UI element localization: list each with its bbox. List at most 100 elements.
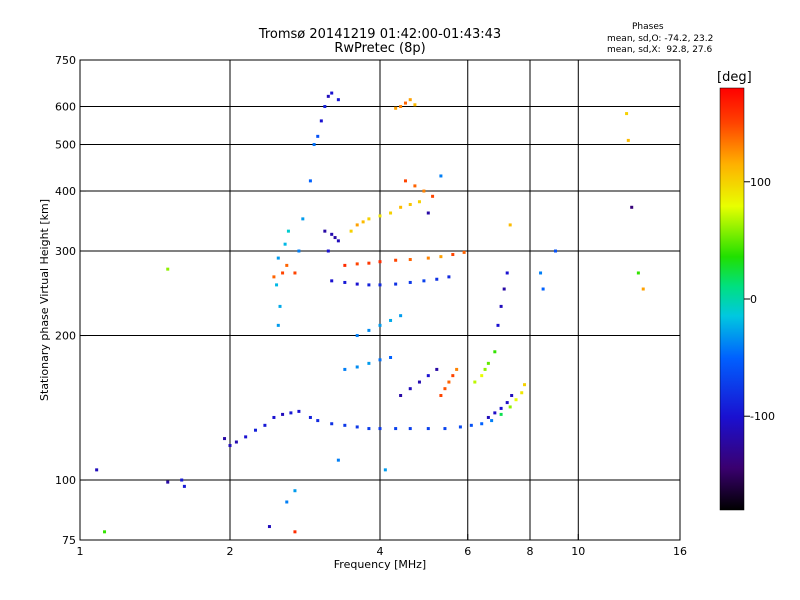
data-point bbox=[439, 394, 443, 398]
data-point bbox=[333, 236, 337, 240]
data-point bbox=[228, 444, 232, 448]
data-point bbox=[276, 323, 280, 327]
data-point bbox=[636, 271, 640, 275]
data-point bbox=[378, 214, 382, 218]
data-point bbox=[323, 105, 327, 109]
chart-subtitle: RwPretec (8p) bbox=[334, 41, 426, 56]
data-point bbox=[378, 283, 382, 287]
data-point bbox=[439, 174, 443, 178]
data-point bbox=[343, 423, 347, 427]
data-point bbox=[462, 250, 466, 254]
data-point bbox=[422, 279, 426, 283]
data-point bbox=[308, 179, 312, 183]
data-point bbox=[281, 271, 285, 275]
data-point bbox=[323, 229, 327, 233]
data-point bbox=[278, 304, 282, 308]
data-point bbox=[383, 468, 387, 472]
data-point bbox=[426, 427, 430, 431]
data-point bbox=[95, 468, 99, 472]
data-point bbox=[293, 271, 297, 275]
data-point bbox=[343, 280, 347, 284]
x-axis-ticks: 1 2 4 6 8 10 16 bbox=[77, 534, 687, 558]
data-point bbox=[480, 422, 484, 426]
y-tick-label: 750 bbox=[55, 54, 76, 67]
data-point bbox=[312, 143, 316, 147]
data-point bbox=[394, 427, 398, 431]
x-tick-label: 16 bbox=[673, 545, 687, 558]
stats-heading: Phases bbox=[632, 22, 664, 32]
data-point bbox=[336, 98, 340, 102]
data-point bbox=[458, 425, 462, 429]
stats-o-mode: mean, sd,O: -74.2, 23.2 bbox=[607, 34, 714, 44]
data-point bbox=[435, 367, 439, 371]
y-tick-label: 200 bbox=[55, 330, 76, 343]
data-point bbox=[394, 282, 398, 286]
data-points bbox=[95, 91, 645, 534]
data-point bbox=[367, 361, 371, 365]
data-point bbox=[285, 500, 289, 504]
data-point bbox=[308, 415, 312, 419]
data-point bbox=[389, 318, 393, 322]
data-point bbox=[343, 263, 347, 267]
data-point bbox=[378, 260, 382, 264]
data-point bbox=[355, 334, 359, 338]
data-point bbox=[443, 427, 447, 431]
data-point bbox=[285, 263, 289, 267]
data-point bbox=[244, 435, 248, 439]
data-point bbox=[443, 387, 447, 391]
data-point bbox=[330, 422, 334, 426]
y-axis-ticks: 75 100 200 300 400 500 600 750 bbox=[55, 54, 86, 547]
data-point bbox=[439, 255, 443, 259]
data-point bbox=[355, 282, 359, 286]
gridlines bbox=[80, 60, 680, 540]
data-point bbox=[275, 283, 279, 287]
data-point bbox=[336, 239, 340, 243]
colorbar-ticks: 100 0 -100 bbox=[744, 176, 775, 423]
chart-title: Tromsø 20141219 01:42:00-01:43:43 bbox=[258, 27, 502, 42]
data-point bbox=[378, 323, 382, 327]
data-point bbox=[469, 423, 473, 427]
data-point bbox=[355, 223, 359, 227]
y-tick-label: 75 bbox=[62, 534, 76, 547]
data-point bbox=[499, 304, 503, 308]
data-point bbox=[539, 271, 543, 275]
data-point bbox=[289, 411, 293, 415]
y-axis-label: Stationary phase Virtual Height [km] bbox=[38, 199, 51, 401]
data-point bbox=[253, 428, 257, 432]
data-point bbox=[486, 415, 490, 419]
data-point bbox=[413, 184, 417, 188]
x-tick-label: 6 bbox=[464, 545, 471, 558]
data-point bbox=[447, 275, 451, 279]
data-point bbox=[626, 138, 630, 142]
data-point bbox=[496, 323, 500, 327]
data-point bbox=[508, 223, 512, 227]
data-point bbox=[166, 480, 170, 484]
data-point bbox=[451, 374, 455, 378]
data-point bbox=[263, 423, 267, 427]
data-point bbox=[505, 401, 509, 405]
x-tick-label: 1 bbox=[77, 545, 84, 558]
data-point bbox=[367, 217, 371, 221]
data-point bbox=[399, 394, 403, 398]
data-point bbox=[493, 411, 497, 415]
data-point bbox=[403, 101, 407, 105]
data-point bbox=[316, 419, 320, 423]
data-point bbox=[514, 398, 518, 402]
colorbar bbox=[719, 87, 745, 511]
data-point bbox=[486, 361, 490, 365]
x-tick-label: 2 bbox=[227, 545, 234, 558]
data-point bbox=[234, 440, 238, 444]
data-point bbox=[330, 91, 334, 95]
data-point bbox=[281, 412, 285, 416]
y-tick-label: 600 bbox=[55, 101, 76, 114]
data-point bbox=[483, 367, 487, 371]
x-tick-label: 8 bbox=[527, 545, 534, 558]
data-point bbox=[473, 380, 477, 384]
data-point bbox=[367, 283, 371, 287]
data-point bbox=[355, 425, 359, 429]
data-point bbox=[355, 262, 359, 266]
data-point bbox=[399, 314, 403, 318]
data-point bbox=[182, 484, 186, 488]
data-point bbox=[267, 525, 271, 529]
colorbar-tick-label: 100 bbox=[750, 176, 771, 189]
